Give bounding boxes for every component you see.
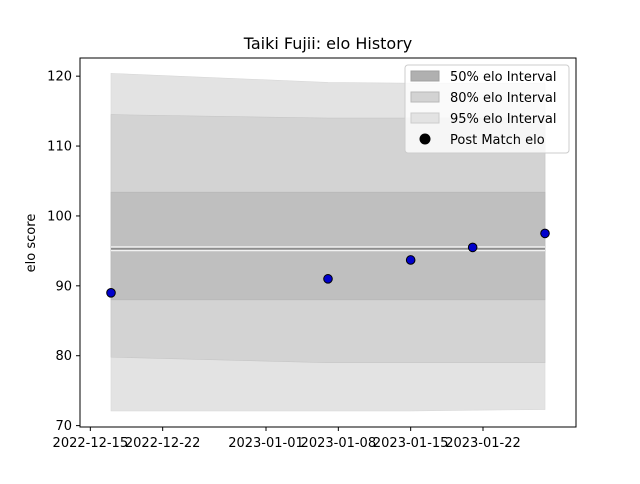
legend-label: 80% elo Interval xyxy=(450,91,557,106)
plot-frame xyxy=(79,57,577,428)
legend-label: 50% elo Interval xyxy=(450,70,557,85)
legend-swatch-band95 xyxy=(410,112,440,124)
x-tick-label: 2022-12-15 xyxy=(53,436,129,451)
chart-title: Taiki Fujii: elo History xyxy=(243,34,413,53)
post-match-elo-point xyxy=(467,242,478,253)
post-match-elo-point xyxy=(106,288,116,298)
post-match-elo-point xyxy=(540,228,550,239)
y-tick-label: 90 xyxy=(55,279,72,294)
legend-marker-swatch xyxy=(419,133,431,145)
x-tick-label: 2023-01-15 xyxy=(373,436,449,451)
legend-swatch-band50 xyxy=(410,70,440,82)
legend-swatch-band80 xyxy=(410,91,440,103)
y-tick-label: 120 xyxy=(47,70,72,85)
y-tick-label: 80 xyxy=(55,349,72,364)
y-axis: 70 80 90 100 110 120 xyxy=(47,70,80,434)
x-tick-label: 2023-01-08 xyxy=(301,436,377,451)
y-axis-label: elo score xyxy=(24,214,39,273)
interval-bands xyxy=(110,73,546,412)
x-tick-label: 2023-01-22 xyxy=(445,436,521,451)
x-tick-label: 2022-12-22 xyxy=(125,436,201,451)
x-tick-label: 2023-01-01 xyxy=(228,436,304,451)
band-50-interval xyxy=(110,191,546,301)
post-match-points xyxy=(106,228,550,298)
post-match-elo-point xyxy=(323,274,333,284)
legend: 50% elo Interval 80% elo Interval 95% elo … xyxy=(404,64,570,154)
legend-box xyxy=(404,64,570,154)
y-tick-label: 100 xyxy=(47,209,72,224)
legend-label: 95% elo Interval xyxy=(450,112,557,127)
post-match-elo-point xyxy=(405,255,416,265)
legend-label: Post Match elo xyxy=(450,133,545,148)
y-tick-label: 110 xyxy=(47,140,72,155)
y-tick-label: 70 xyxy=(55,419,72,434)
